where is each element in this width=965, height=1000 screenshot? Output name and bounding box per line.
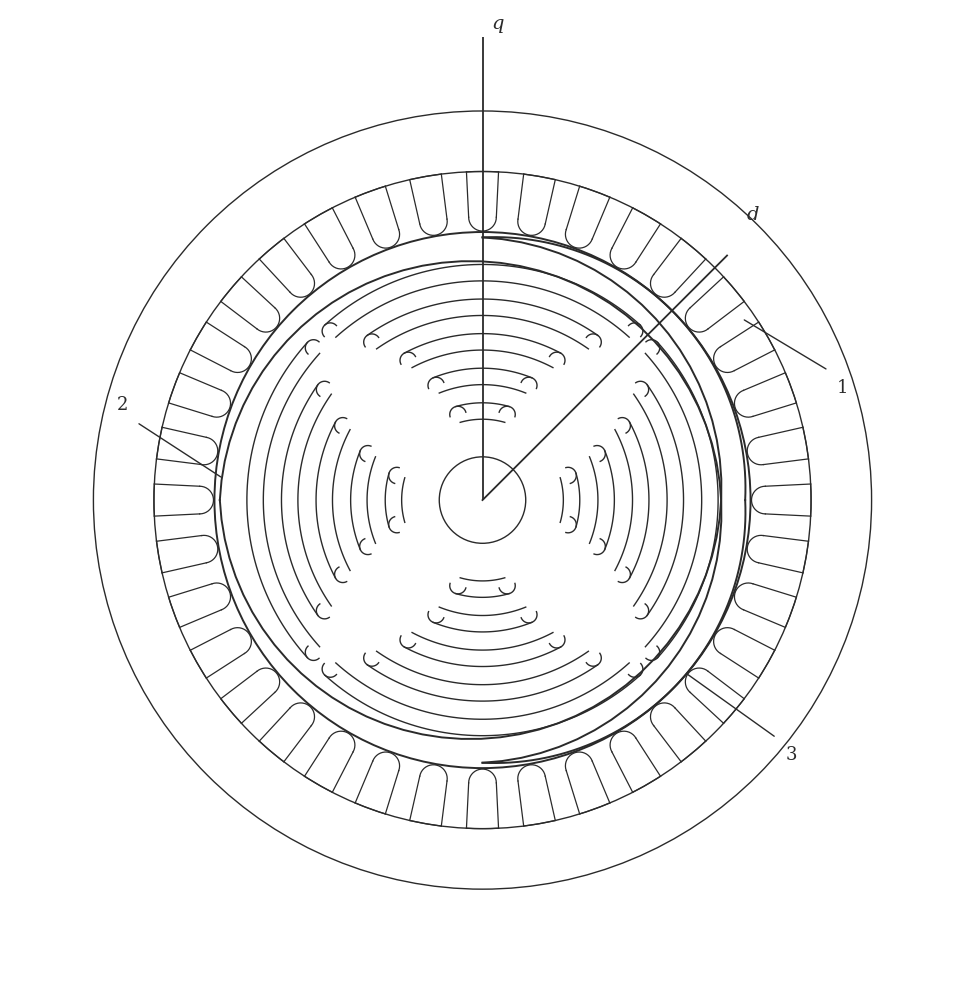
Text: 3: 3: [786, 746, 797, 764]
Text: 2: 2: [117, 396, 128, 414]
Text: q: q: [491, 15, 504, 33]
Text: d: d: [746, 206, 758, 224]
Text: 1: 1: [837, 379, 848, 397]
